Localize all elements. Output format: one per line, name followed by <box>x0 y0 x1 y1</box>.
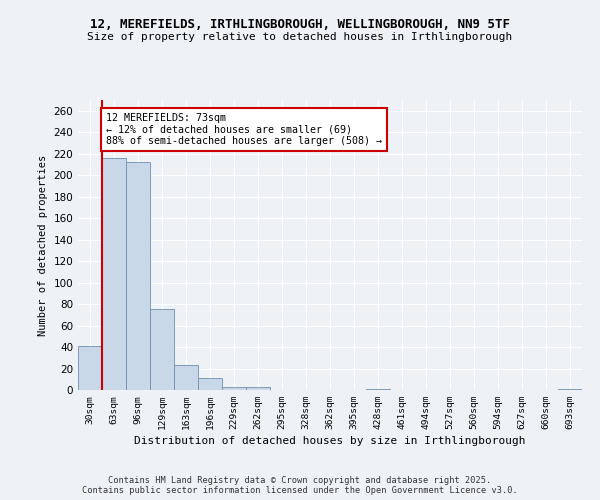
Text: Contains HM Land Registry data © Crown copyright and database right 2025.
Contai: Contains HM Land Registry data © Crown c… <box>82 476 518 495</box>
Bar <box>558 389 582 390</box>
Bar <box>222 387 246 390</box>
Bar <box>198 378 222 390</box>
Bar <box>174 366 198 390</box>
Bar <box>78 346 102 390</box>
Text: 12, MEREFIELDS, IRTHLINGBOROUGH, WELLINGBOROUGH, NN9 5TF: 12, MEREFIELDS, IRTHLINGBOROUGH, WELLING… <box>90 18 510 30</box>
Bar <box>366 389 390 390</box>
Y-axis label: Number of detached properties: Number of detached properties <box>38 154 48 336</box>
Bar <box>126 162 150 390</box>
Bar <box>150 310 174 390</box>
X-axis label: Distribution of detached houses by size in Irthlingborough: Distribution of detached houses by size … <box>134 436 526 446</box>
Bar <box>246 387 270 390</box>
Text: Size of property relative to detached houses in Irthlingborough: Size of property relative to detached ho… <box>88 32 512 42</box>
Text: 12 MEREFIELDS: 73sqm
← 12% of detached houses are smaller (69)
88% of semi-detac: 12 MEREFIELDS: 73sqm ← 12% of detached h… <box>106 113 382 146</box>
Bar <box>102 158 126 390</box>
